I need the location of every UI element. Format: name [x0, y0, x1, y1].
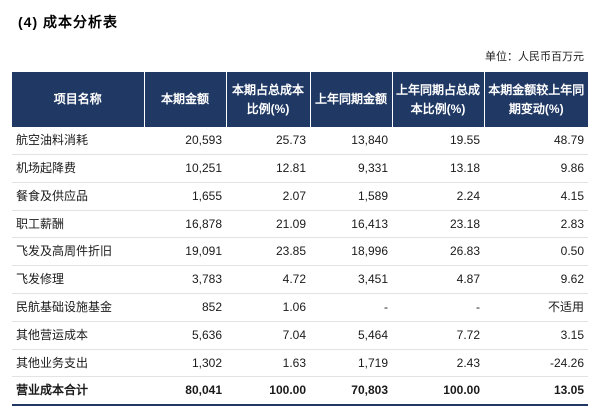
value-cell: 100.00 [226, 376, 310, 406]
table-row: 其他营运成本 5,636 7.04 5,464 7.72 3.15 [12, 321, 588, 350]
value-cell: 20,593 [144, 127, 226, 155]
item-name-cell: 职工薪酬 [12, 210, 144, 239]
value-cell: 1,302 [144, 349, 226, 378]
table-row: 航空油料消耗 20,593 25.73 13,840 19.55 48.79 [12, 127, 588, 155]
table-row: 职工薪酬 16,878 21.09 16,413 23.18 2.83 [12, 210, 588, 239]
item-name-cell: 飞发及高周件折旧 [12, 237, 144, 267]
value-cell: 2.07 [226, 182, 310, 211]
value-cell: 23.85 [226, 237, 310, 267]
table-row: 餐食及供应品 1,655 2.07 1,589 2.24 4.15 [12, 182, 588, 211]
value-cell: 70,803 [310, 376, 392, 406]
item-name-cell: 其他营运成本 [12, 321, 144, 350]
column-header: 本期金额 [143, 72, 226, 128]
value-cell: 48.79 [484, 127, 588, 155]
table-row: 飞发修理 3,783 4.72 3,451 4.87 9.62 [12, 265, 588, 294]
value-cell: 25.73 [226, 127, 310, 155]
value-cell: 16,878 [144, 210, 226, 239]
item-name-cell: 其他业务支出 [12, 349, 144, 378]
value-cell: 4.72 [226, 265, 310, 294]
value-cell: 2.43 [392, 349, 484, 378]
value-cell: 5,464 [310, 321, 392, 350]
value-cell: 1,589 [310, 182, 392, 211]
table-row: 飞发及高周件折旧 19,091 23.85 18,996 26.83 0.50 [12, 237, 588, 267]
table-body: 航空油料消耗 20,593 25.73 13,840 19.55 48.79 机场起降费 10… [12, 127, 588, 406]
value-cell: -24.26 [484, 349, 588, 378]
value-cell: 13.18 [392, 154, 484, 183]
value-cell: 10,251 [144, 154, 226, 183]
value-cell: 80,041 [144, 376, 226, 406]
column-header: 上年同期占总成本比例(%) [391, 72, 484, 128]
column-header: 项目名称 [12, 72, 144, 128]
value-cell: 0.50 [484, 237, 588, 267]
value-cell: 3,451 [310, 265, 392, 294]
value-cell: 19,091 [144, 237, 226, 267]
value-cell: 3,783 [144, 265, 226, 294]
value-cell: 13,840 [310, 127, 392, 155]
value-cell: 1,719 [310, 349, 392, 378]
value-cell: 2.83 [484, 210, 588, 239]
value-cell: - [310, 293, 392, 322]
table-row: 民航基础设施基金 852 1.06- - 不适用 [12, 293, 588, 322]
value-cell: - [392, 293, 484, 322]
total-row: 营业成本合计 80,041 100.00 70,803 100.00 13.05 [12, 376, 588, 406]
value-cell: 18,996 [310, 237, 392, 267]
column-header: 本期占总成本比例(%) [225, 72, 310, 128]
table-row: 其他业务支出 1,302 1.63 1,719 2.43 -24.26 [12, 349, 588, 378]
value-cell: 9,331 [310, 154, 392, 183]
value-cell: 100.00 [392, 376, 484, 406]
value-cell: 5,636 [144, 321, 226, 350]
item-name-cell: 机场起降费 [12, 154, 144, 183]
value-cell: 26.83 [392, 237, 484, 267]
column-header: 上年同期金额 [309, 72, 392, 128]
value-cell: 9.62 [484, 265, 588, 294]
column-header: 本期金额较上年同期变动(%) [483, 72, 588, 128]
value-cell: 1.63 [226, 349, 310, 378]
value-cell: 13.05 [484, 376, 588, 406]
value-cell: 3.15 [484, 321, 588, 350]
value-cell: 16,413 [310, 210, 392, 239]
value-cell: 4.87 [392, 265, 484, 294]
unit-label: 单位：人民币百万元 [485, 51, 584, 63]
value-cell: 21.09 [226, 210, 310, 239]
page-title: (4) 成本分析表 [18, 14, 118, 30]
value-cell: 9.86 [484, 154, 588, 183]
item-name-cell: 民航基础设施基金 [12, 293, 144, 322]
table-row: 机场起降费 10,251 12.81 9,331 13.18 9.86 [12, 154, 588, 183]
item-name-cell: 餐食及供应品 [12, 182, 144, 211]
value-cell: 23.18 [392, 210, 484, 239]
value-cell: 4.15 [484, 182, 588, 211]
value-cell: 2.24 [392, 182, 484, 211]
item-name-cell: 飞发修理 [12, 265, 144, 294]
cost-analysis-table: 项目名称 本期金额 本期占总成本比例(%) 上年同期金额 上年同期占总成本比例(%) 本期… [12, 72, 588, 407]
value-cell: 不适用 [484, 293, 588, 322]
value-cell: 19.55 [392, 127, 484, 155]
value-cell: 12.81 [226, 154, 310, 183]
table-header-row: 项目名称 本期金额 本期占总成本比例(%) 上年同期金额 上年同期占总成本比例(%) 本期… [12, 72, 588, 128]
item-name-cell: 营业成本合计 [12, 376, 144, 406]
value-cell: 852 [144, 293, 226, 322]
item-name-cell: 航空油料消耗 [12, 127, 144, 155]
value-cell: 7.72 [392, 321, 484, 350]
value-cell: 1,655 [144, 182, 226, 211]
value-cell: 7.04 [226, 321, 310, 350]
value-cell: 1.06 [226, 293, 310, 322]
